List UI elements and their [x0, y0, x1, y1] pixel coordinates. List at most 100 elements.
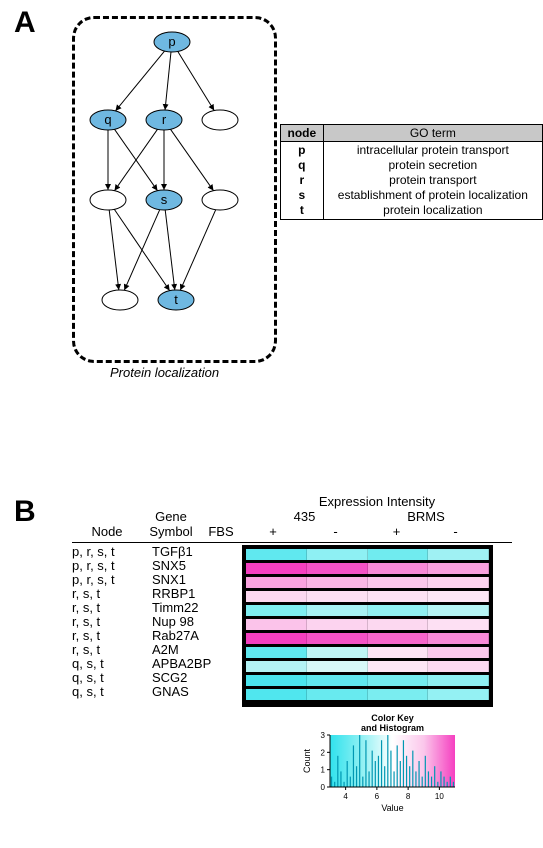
row-node: p, r, s, t [72, 559, 152, 573]
heatmap-cell [246, 633, 307, 644]
table-row: q, s, tAPBA2BP [72, 657, 242, 671]
heatmap-cell [246, 591, 307, 602]
svg-text:2: 2 [321, 748, 326, 757]
dag-edge [115, 51, 164, 111]
row-gene: Timm22 [152, 601, 242, 615]
row-node: p, r, s, t [72, 573, 152, 587]
heatmap-cell [428, 605, 489, 616]
go-term-table: nodeGO termpqrstintracellular protein tr… [280, 124, 543, 220]
dag-node [202, 190, 238, 210]
heatmap-cell [428, 647, 489, 658]
heatmap-cell [368, 577, 429, 588]
dag-edge [171, 129, 214, 190]
heatmap-cell [307, 563, 368, 574]
heatmap-row [246, 549, 489, 560]
heatmap-row [246, 619, 489, 630]
heatmap-cell [368, 619, 429, 630]
row-node: r, s, t [72, 587, 152, 601]
dag-node-label: t [174, 292, 178, 307]
svg-text:1: 1 [321, 766, 326, 775]
heatmap-cell [246, 605, 307, 616]
dag-node-label: s [161, 192, 168, 207]
heatmap-row [246, 647, 489, 658]
heatmap-cell [428, 591, 489, 602]
row-gene: APBA2BP [152, 657, 242, 671]
gene-header-top: Gene [142, 510, 200, 525]
color-key-svg: 012346810Color Keyand HistogramCountValu… [300, 713, 465, 818]
color-key-panel: 012346810Color Keyand HistogramCountValu… [300, 713, 465, 818]
row-node: p, r, s, t [72, 545, 152, 559]
svg-text:3: 3 [321, 731, 326, 740]
table-row: p, r, s, tSNX5 [72, 559, 242, 573]
heatmap-cell [307, 661, 368, 672]
row-gene: Rab27A [152, 629, 242, 643]
row-node: r, s, t [72, 629, 152, 643]
table-row: r, s, tTimm22 [72, 601, 242, 615]
fbs-minus-2: - [426, 525, 485, 540]
dag-node [90, 190, 126, 210]
heatmap-cell [246, 563, 307, 574]
panel-b-content: Expression IntensityGene435BRMSNodeSymbo… [72, 495, 512, 707]
row-node: r, s, t [72, 615, 152, 629]
heatmap-cell [428, 563, 489, 574]
heatmap-cell [368, 591, 429, 602]
heatmap-row [246, 675, 489, 686]
svg-text:4: 4 [343, 792, 348, 801]
row-gene: Nup 98 [152, 615, 242, 629]
go-nodes: pqrst [281, 142, 324, 220]
heatmap-cell [428, 689, 489, 700]
heatmap-row [246, 591, 489, 602]
heatmap-cell [368, 563, 429, 574]
dag-edge [165, 52, 171, 110]
row-gene: A2M [152, 643, 242, 657]
heatmap-cell [307, 689, 368, 700]
row-gene: SNX5 [152, 559, 242, 573]
panel-b-header: Expression IntensityGene435BRMSNodeSymbo… [72, 495, 512, 543]
heatmap-cell [428, 633, 489, 644]
table-row: p, r, s, tTGFβ1 [72, 545, 242, 559]
heatmap-cell [246, 647, 307, 658]
svg-text:8: 8 [406, 792, 411, 801]
heatmap-cell [246, 577, 307, 588]
heatmap-cell [368, 647, 429, 658]
dag-node [202, 110, 238, 130]
go-header-node: node [281, 125, 324, 142]
dag-edge [109, 210, 119, 290]
gene-header-bot: Symbol [142, 525, 200, 540]
dag-node-label: p [168, 34, 175, 49]
heatmap-cell [246, 619, 307, 630]
dag-edge [165, 210, 175, 290]
dag-node-label: r [162, 112, 167, 127]
heatmap-cell [307, 647, 368, 658]
heatmap-cell [428, 661, 489, 672]
row-node: q, s, t [72, 657, 152, 671]
table-row: q, s, tSCG2 [72, 671, 242, 685]
heatmap-cell [307, 605, 368, 616]
heatmap-cell [307, 633, 368, 644]
row-node: q, s, t [72, 685, 152, 699]
svg-text:Value: Value [381, 803, 403, 813]
heatmap-cell [307, 591, 368, 602]
table-row: p, r, s, tSNX1 [72, 573, 242, 587]
expression-heatmap [242, 545, 493, 707]
heatmap-cell [307, 675, 368, 686]
go-header-term: GO term [323, 125, 542, 142]
svg-text:6: 6 [375, 792, 380, 801]
row-node: r, s, t [72, 643, 152, 657]
fbs-plus-1: + [242, 525, 304, 540]
dag-node [102, 290, 138, 310]
group-435: 435 [242, 510, 367, 525]
heatmap-cell [246, 675, 307, 686]
table-row: q, s, tGNAS [72, 685, 242, 699]
svg-text:and Histogram: and Histogram [361, 723, 424, 733]
table-row: r, s, tNup 98 [72, 615, 242, 629]
heatmap-cell [246, 661, 307, 672]
heatmap-cell [428, 619, 489, 630]
heatmap-row [246, 563, 489, 574]
heatmap-row [246, 661, 489, 672]
go-terms: intracellular protein transportprotein s… [323, 142, 542, 220]
dag-caption: Protein localization [110, 365, 219, 380]
row-gene: TGFβ1 [152, 545, 242, 559]
dag-node-label: q [104, 112, 111, 127]
row-gene: SCG2 [152, 671, 242, 685]
